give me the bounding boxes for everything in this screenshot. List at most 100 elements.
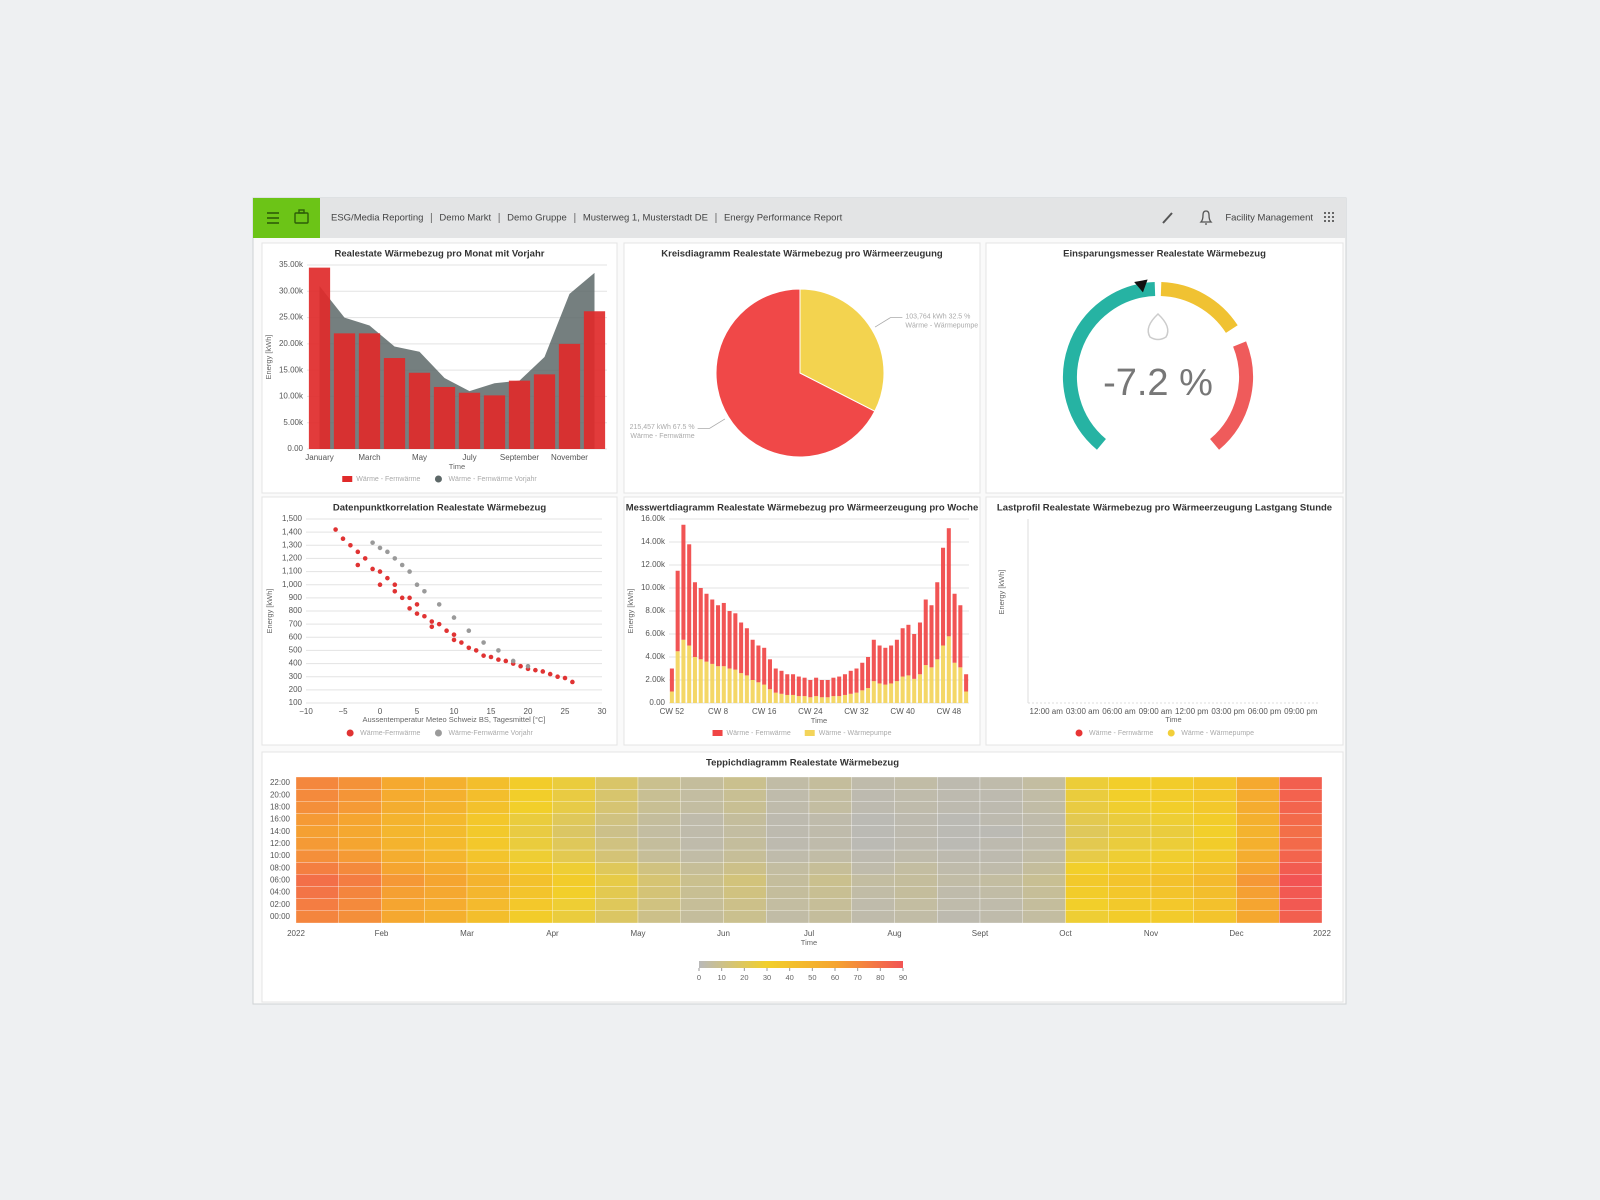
bar bbox=[796, 676, 801, 697]
heatmap-cell bbox=[894, 910, 938, 924]
bar bbox=[871, 639, 876, 682]
x-tick-label: 0 bbox=[378, 707, 383, 716]
breadcrumb[interactable]: Musterweg 1, Musterstadt DE bbox=[583, 213, 708, 224]
legend: Wärme - Fernwärme Wärme - Wärmepumpe bbox=[1075, 729, 1254, 737]
heatmap-cell bbox=[424, 886, 468, 899]
bar bbox=[358, 333, 381, 449]
heatmap-cell bbox=[979, 886, 1023, 899]
heatmap-cell bbox=[1279, 862, 1323, 875]
legend-marker bbox=[1075, 729, 1083, 737]
heatmap-cell bbox=[680, 837, 724, 851]
y-tick-label: 1,100 bbox=[282, 567, 303, 576]
y-tick-label: 100 bbox=[289, 698, 303, 707]
heatmap-cell bbox=[466, 849, 510, 863]
heatmap-cell bbox=[680, 910, 724, 924]
bar bbox=[860, 690, 865, 703]
briefcase-icon[interactable] bbox=[294, 209, 309, 224]
bar bbox=[791, 674, 796, 695]
heatmap-cell bbox=[680, 825, 724, 838]
heatmap-cell bbox=[979, 776, 1023, 790]
y-tick-label: 10:00 bbox=[270, 851, 291, 860]
bar bbox=[952, 593, 957, 663]
scatter-point bbox=[429, 619, 435, 624]
account-name[interactable]: Facility Management bbox=[1225, 213, 1313, 224]
y-tick-label: 700 bbox=[289, 619, 303, 628]
breadcrumb[interactable]: Energy Performance Report bbox=[724, 213, 843, 224]
bar bbox=[842, 694, 847, 703]
heatmap-cell bbox=[338, 849, 382, 863]
heatmap-cell bbox=[338, 874, 382, 887]
heatmap-cell bbox=[509, 849, 553, 863]
x-tick-label: 5 bbox=[415, 707, 420, 716]
x-tick-label: January bbox=[305, 453, 333, 462]
bar bbox=[710, 663, 715, 703]
bar bbox=[923, 599, 928, 666]
menu-icon[interactable] bbox=[267, 212, 279, 224]
heatmap-cell bbox=[1022, 776, 1066, 790]
leader-line bbox=[697, 418, 726, 429]
breadcrumb[interactable]: ESG/Media Reporting bbox=[331, 213, 423, 224]
legend-label: Wärme - Wärmepumpe bbox=[819, 730, 892, 737]
heatmap-cell bbox=[851, 813, 895, 826]
x-tick-label: CW 16 bbox=[752, 707, 777, 716]
breadcrumb[interactable]: Demo Markt bbox=[439, 213, 491, 224]
y-tick-label: 5.00k bbox=[283, 418, 304, 427]
scatter-point bbox=[451, 632, 457, 637]
heatmap-cell bbox=[723, 801, 767, 814]
heatmap-cell bbox=[424, 789, 468, 802]
heatmap-cell bbox=[723, 910, 767, 924]
heatmap-cell bbox=[766, 837, 810, 851]
heatmap-cell bbox=[979, 813, 1023, 826]
heatmap-cell bbox=[552, 910, 596, 924]
bar bbox=[669, 691, 674, 703]
heatmap-cell bbox=[1022, 789, 1066, 802]
y-tick-label: 30.00k bbox=[279, 286, 304, 295]
scatter-point bbox=[451, 615, 457, 620]
x-tick-label: 12:00 pm bbox=[1175, 707, 1209, 716]
heatmap-cell bbox=[1193, 874, 1237, 887]
bar bbox=[952, 662, 957, 703]
heatmap-cell bbox=[937, 813, 981, 826]
x-tick-label: 06:00 pm bbox=[1248, 707, 1282, 716]
bar bbox=[923, 665, 928, 703]
apps-icon[interactable] bbox=[1324, 212, 1334, 222]
bar bbox=[877, 645, 882, 684]
heatmap-cell bbox=[466, 776, 510, 790]
bar bbox=[894, 639, 899, 682]
heatmap-cell bbox=[1193, 886, 1237, 899]
y-axis-title: Energy [kWh] bbox=[265, 588, 274, 633]
heatmap-cell bbox=[424, 776, 468, 790]
bar bbox=[894, 681, 899, 703]
bar bbox=[333, 333, 356, 449]
bell-icon[interactable] bbox=[1199, 210, 1213, 225]
heatmap-cell bbox=[1236, 813, 1280, 826]
scatter-point bbox=[340, 536, 346, 542]
bar bbox=[929, 605, 934, 668]
heatmap-cell bbox=[851, 837, 895, 851]
heatmap-cell bbox=[723, 837, 767, 851]
breadcrumb[interactable]: Demo Gruppe bbox=[507, 213, 567, 224]
bar bbox=[831, 696, 836, 703]
bar bbox=[912, 634, 917, 679]
y-tick-label: 1,300 bbox=[282, 540, 303, 549]
scatter-point bbox=[496, 657, 501, 662]
edit-icon[interactable] bbox=[1162, 212, 1173, 224]
heatmap-cell bbox=[680, 776, 724, 790]
heatmap-cell bbox=[424, 813, 468, 826]
y-tick-label: 06:00 bbox=[270, 876, 291, 885]
heatmap-cell bbox=[1150, 874, 1194, 887]
x-tick-label: −5 bbox=[338, 707, 348, 716]
colorbar-label: 30 bbox=[763, 973, 771, 982]
heatmap-cell bbox=[295, 789, 339, 802]
x-tick-label: July bbox=[462, 453, 476, 462]
pie-slice bbox=[715, 288, 876, 458]
heatmap-cell bbox=[894, 898, 938, 911]
legend: Wärme-Fernwärme Wärme-Fernwärme Vorjahr bbox=[346, 729, 534, 737]
scatter-point bbox=[385, 575, 390, 581]
bar bbox=[767, 659, 772, 690]
x-tick-label: CW 8 bbox=[708, 707, 729, 716]
bar bbox=[964, 691, 969, 703]
heatmap-cell bbox=[1065, 886, 1109, 899]
x-axis-title: Aussentemperatur Meteo Schweiz BS, Tages… bbox=[363, 715, 546, 724]
heatmap-cell bbox=[509, 776, 553, 790]
